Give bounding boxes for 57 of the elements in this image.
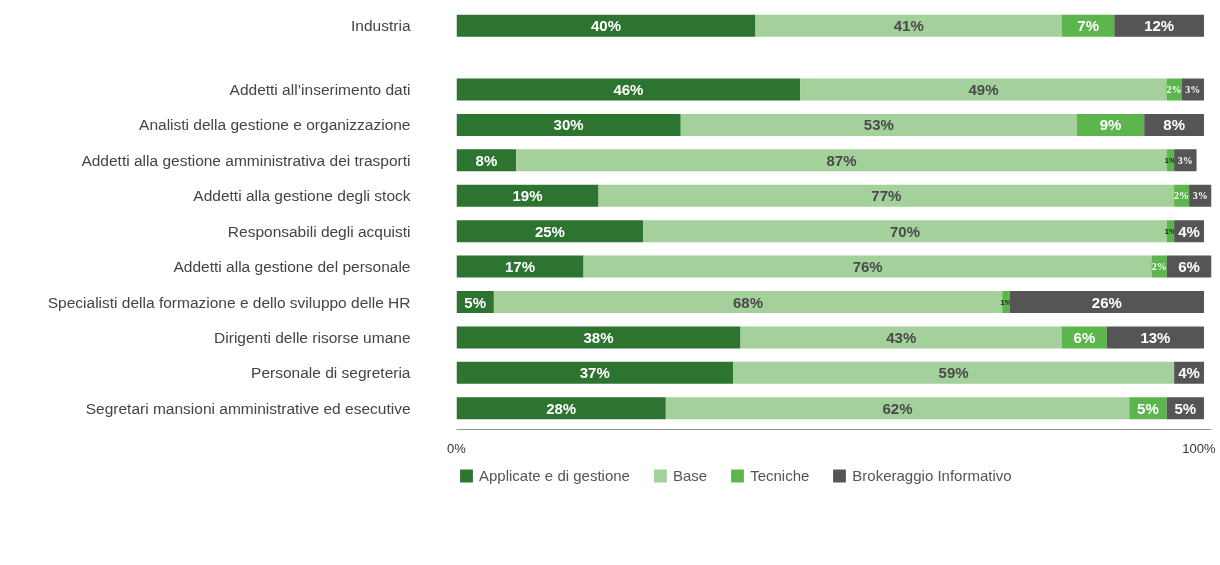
data-label: 3%	[1177, 154, 1193, 166]
data-label: 26%	[1091, 293, 1122, 311]
y-tick-label: Analisti della gestione e organizzazione	[139, 116, 411, 134]
data-label: 2%	[1166, 84, 1182, 95]
data-label: 17%	[505, 258, 536, 276]
data-label: 5%	[464, 293, 487, 311]
data-label: 41%	[893, 17, 924, 35]
data-label: 49%	[968, 81, 999, 98]
y-tick-label: Specialisti della formazione e dello sviluppo delle HR	[47, 293, 411, 311]
data-label: 4%	[1178, 222, 1200, 240]
y-tick-label: Addetti all’inserimento dati	[229, 81, 411, 98]
data-label: 53%	[863, 116, 894, 134]
data-label: 28%	[546, 399, 577, 417]
data-label: 37%	[579, 364, 610, 382]
data-label: 5%	[1137, 399, 1159, 417]
x-tick-label: 0%	[447, 440, 467, 456]
data-label: 59%	[938, 364, 969, 382]
data-label: 87%	[826, 151, 857, 169]
y-tick-label: Personale di segreteria	[251, 364, 411, 382]
y-tick-label: Responsabili degli acquisti	[227, 222, 411, 240]
data-label: 5%	[1174, 399, 1197, 417]
data-label: 9%	[1099, 116, 1122, 134]
data-label: 6%	[1178, 258, 1200, 276]
y-tick-label: Addetti alla gestione amministrativa dei trasporti	[81, 151, 411, 169]
x-tick-label: 100%	[1182, 440, 1216, 456]
data-label: 76%	[852, 258, 883, 276]
data-label: 38%	[583, 328, 614, 346]
legend-label: Applicate e di gestione	[479, 466, 630, 484]
data-label: 68%	[733, 293, 764, 311]
data-label: 2%	[1174, 190, 1190, 202]
y-tick-label: Segretari mansioni amministrative ed esecutive	[85, 399, 411, 417]
data-label: 40%	[590, 17, 622, 35]
data-label: 46%	[613, 81, 644, 98]
legend-label: Brokeraggio Informativo	[852, 466, 1012, 484]
data-label: 2%	[1151, 261, 1167, 273]
data-label: 19%	[512, 187, 543, 205]
data-label: 25%	[534, 222, 565, 240]
data-label: 62%	[882, 399, 913, 417]
y-tick-label: Dirigenti delle risorse umane	[214, 328, 411, 346]
data-label: 7%	[1077, 17, 1100, 35]
data-label: 12%	[1144, 17, 1175, 35]
data-label: 8%	[1163, 116, 1185, 134]
data-label: 30%	[553, 116, 584, 134]
data-label: 3%	[1185, 84, 1201, 95]
y-tick-label: Addetti alla gestione del personale	[173, 258, 411, 276]
legend-label: Tecniche	[750, 466, 810, 484]
data-label: 4%	[1178, 364, 1200, 382]
data-label: 6%	[1073, 328, 1096, 346]
data-label: 70%	[890, 222, 921, 240]
data-label: 8%	[475, 151, 498, 169]
data-label: 77%	[871, 187, 902, 205]
legend-label: Base	[672, 466, 708, 484]
data-label: 3%	[1192, 190, 1208, 202]
y-tick-label: Addetti alla gestione degli stock	[193, 187, 411, 205]
data-label: 13%	[1140, 328, 1171, 346]
y-tick-label: Industria	[351, 17, 411, 35]
data-label: 43%	[886, 328, 917, 346]
